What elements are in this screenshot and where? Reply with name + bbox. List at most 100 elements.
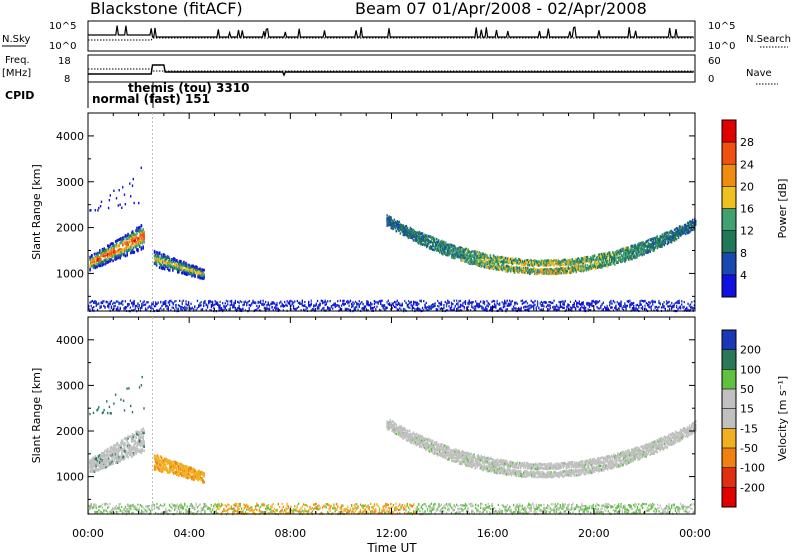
ground-scatter-cell [689, 309, 692, 312]
ground-scatter-cell [168, 299, 171, 303]
ground-scatter-cell [473, 305, 475, 308]
echo-cell [136, 226, 138, 230]
echo-cell [631, 245, 633, 248]
echo-cell [387, 223, 389, 227]
echo-cell [387, 218, 389, 221]
echo-cell [93, 264, 96, 267]
ground-scatter-cell [224, 306, 226, 309]
echo-cell [558, 263, 560, 266]
ground-scatter-cell [464, 301, 467, 304]
power-ylabel: Slant Range [km] [30, 164, 43, 260]
echo-cell [590, 263, 593, 266]
echo-cell [541, 262, 543, 265]
echo-cell [556, 267, 558, 270]
ground-scatter-cell [586, 302, 588, 305]
echo-cell [554, 268, 556, 271]
echo-cell [652, 237, 654, 240]
echo-cell [416, 240, 419, 244]
echo-cell [653, 249, 655, 252]
ground-scatter-cell [225, 304, 228, 307]
echo-cell [196, 265, 198, 269]
echo-cell [661, 233, 664, 236]
echo-cell [600, 256, 603, 259]
ground-scatter-cell [406, 305, 408, 308]
ground-scatter-cell [555, 305, 558, 308]
echo-cell [174, 263, 176, 267]
colorbar-segment [722, 274, 736, 298]
echo-cell [512, 269, 515, 272]
echo-cell [531, 262, 533, 265]
echo-cell [104, 457, 106, 461]
ground-scatter-cell [480, 300, 482, 303]
echo-cell [476, 262, 478, 265]
ground-scatter-cell [144, 303, 147, 306]
echo-cell [190, 271, 192, 275]
ground-scatter-cell [452, 302, 454, 306]
echo-cell [488, 262, 491, 265]
echo-cell [503, 265, 506, 268]
echo-cell [202, 271, 204, 275]
echo-cell [585, 269, 588, 272]
ground-scatter-cell [182, 299, 185, 302]
echo-cell [504, 258, 507, 262]
ground-scatter-cell [449, 307, 451, 310]
echo-cell [591, 264, 594, 267]
ground-scatter-cell [335, 304, 338, 308]
echo-cell [431, 247, 433, 251]
echo-cell [487, 256, 490, 260]
ground-scatter-cell [125, 306, 128, 309]
echo-cell [534, 259, 536, 262]
ground-scatter-cell [483, 308, 486, 311]
ground-scatter-cell [257, 306, 259, 310]
echo-cell [551, 262, 553, 265]
echo-cell [97, 457, 99, 461]
nsky-tick-bottom: 10^0 [49, 41, 76, 52]
ground-scatter-cell [448, 300, 450, 303]
ground-scatter-cell [664, 307, 666, 311]
echo-cell [676, 227, 679, 230]
echo-cell [548, 263, 550, 266]
ground-scatter-cell [190, 302, 192, 305]
echo-cell [118, 251, 121, 254]
echo-cell [115, 242, 118, 246]
echo-cell [535, 268, 537, 271]
echo-cell [505, 270, 508, 273]
freq-label-1: Freq. [5, 55, 30, 66]
ground-scatter-cell [681, 303, 683, 306]
ground-scatter-cell [693, 300, 695, 303]
echo-cell [674, 228, 677, 231]
echo-cell [541, 268, 543, 271]
ground-scatter-cell [471, 305, 473, 308]
echo-cell [442, 244, 444, 247]
ground-scatter-cell [104, 305, 106, 309]
echo-cell [468, 250, 470, 254]
echo-cell [550, 259, 552, 262]
nsky-strip-frame [87, 20, 696, 52]
ground-scatter-cell [539, 302, 541, 305]
ground-scatter-cell [328, 308, 330, 311]
echo-cell [406, 235, 409, 238]
echo-cell [610, 262, 612, 265]
echo-cell [103, 408, 105, 412]
echo-cell [160, 253, 163, 257]
echo-cell [99, 454, 102, 457]
ground-scatter-cell [553, 305, 555, 308]
ground-scatter-cell [242, 308, 244, 311]
ground-scatter-cell [572, 304, 574, 307]
echo-cell [595, 257, 598, 261]
echo-cell [121, 206, 123, 209]
ground-scatter-cell [378, 300, 381, 303]
echo-cell [118, 238, 121, 241]
echo-cell [172, 258, 174, 262]
ground-scatter-cell [548, 301, 550, 304]
echo-cell [452, 248, 454, 251]
echo-cell [98, 255, 100, 259]
ground-scatter-cell [585, 306, 587, 309]
echo-cell [629, 251, 631, 255]
echo-cell [399, 226, 402, 229]
ground-scatter-cell [181, 302, 183, 305]
echo-cell [426, 244, 429, 248]
ground-scatter-cell [265, 308, 267, 311]
echo-cell [691, 221, 693, 225]
ground-scatter-cell [224, 302, 226, 305]
